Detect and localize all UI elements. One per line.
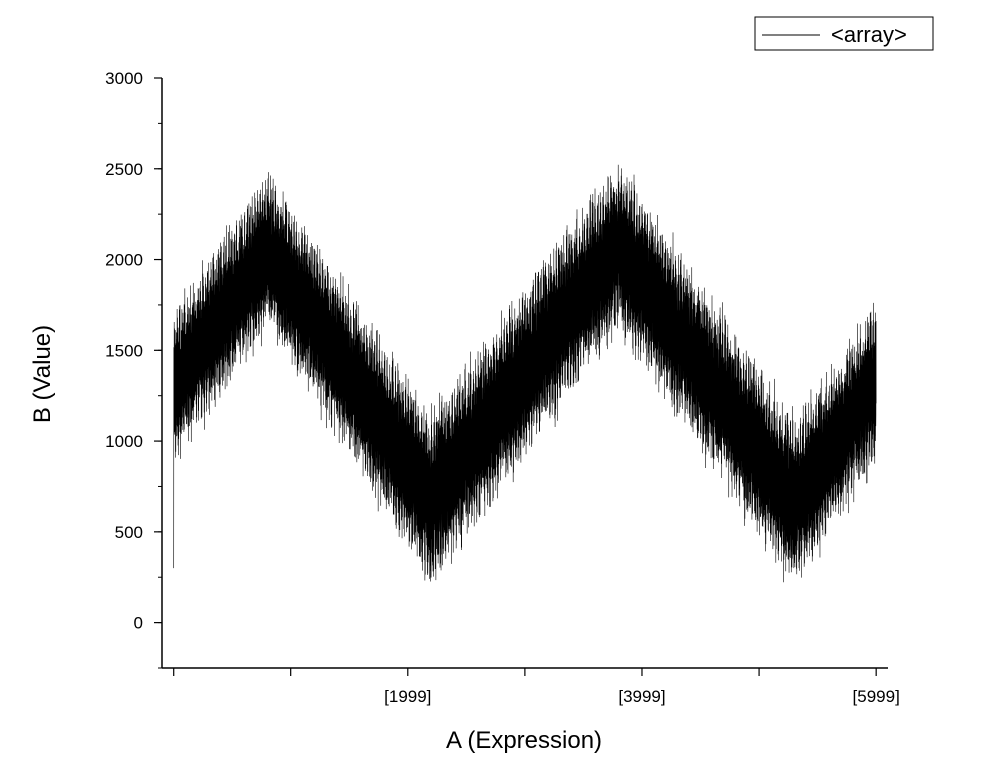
y-tick-label: 1000 [105, 432, 143, 451]
y-axis-title: B (Value) [29, 325, 56, 423]
x-axis-ticks: [1999] [3999] [5999] [173, 668, 900, 706]
axes: 0 500 1000 1500 2000 2500 3000 [1999] [3999] [59… [105, 69, 900, 706]
legend-box [754, 16, 934, 51]
legend-entry-label: <array> [831, 22, 907, 47]
legend[interactable]: <array> [754, 16, 934, 51]
y-tick-label: 3000 [105, 69, 143, 88]
series-line-array [173, 164, 877, 583]
x-tick-label: [1999] [384, 687, 431, 706]
x-tick-label: [5999] [853, 687, 900, 706]
plot-area [173, 164, 877, 583]
x-tick-label: [3999] [618, 687, 665, 706]
y-tick-label: 2500 [105, 160, 143, 179]
y-axis-ticks: 0 500 1000 1500 2000 2500 3000 [105, 69, 162, 669]
y-tick-label: 1500 [105, 341, 143, 360]
y-tick-label: 0 [134, 614, 143, 633]
x-axis-title: A (Expression) [446, 727, 602, 754]
y-tick-label: 500 [115, 523, 143, 542]
y-tick-label: 2000 [105, 251, 143, 270]
